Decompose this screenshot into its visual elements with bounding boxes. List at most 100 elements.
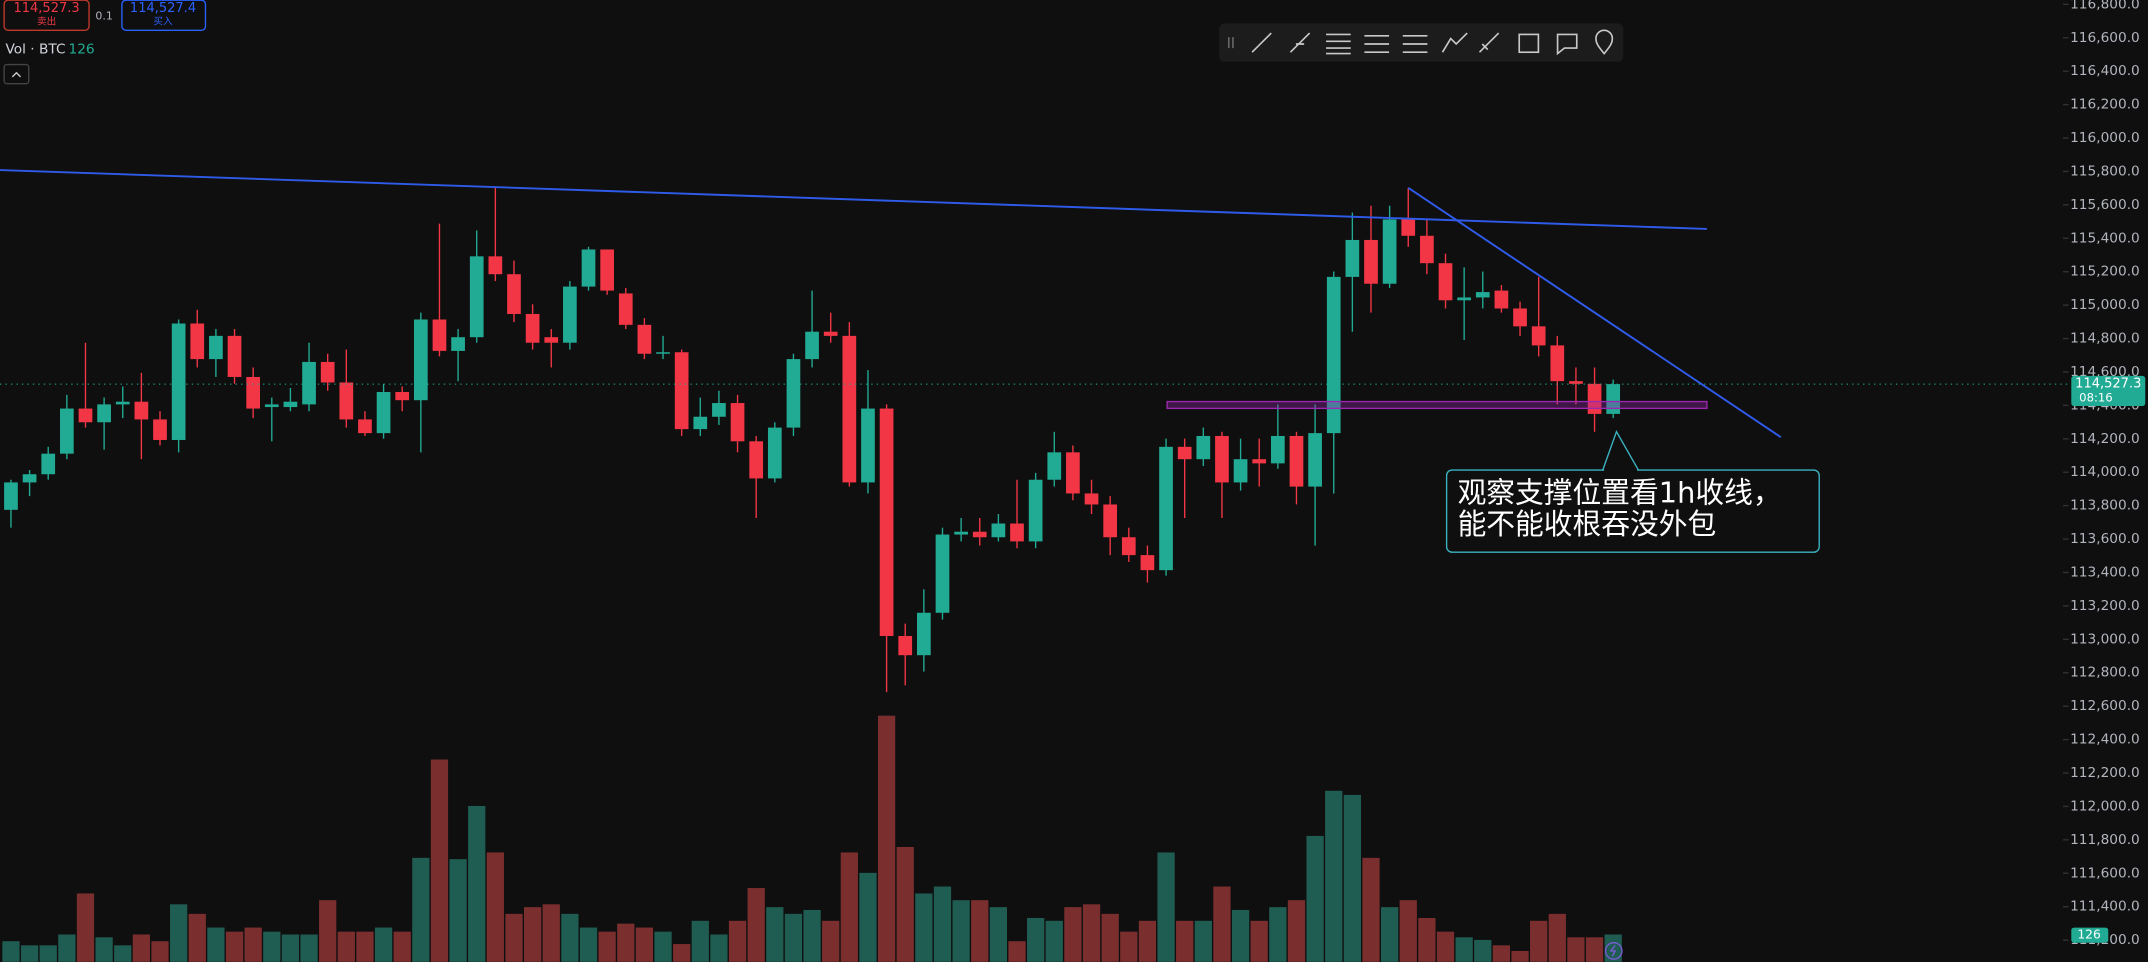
- candle-body: [712, 403, 726, 417]
- candle-body: [283, 401, 298, 408]
- volume-bar: [1567, 937, 1585, 962]
- volume-bar: [673, 944, 691, 962]
- current-price-box: [2071, 375, 2146, 407]
- candle-body: [469, 256, 484, 338]
- levels-tool[interactable]: [1402, 34, 1428, 54]
- volume-bar: [114, 945, 132, 962]
- drawing-toolbar: [1219, 23, 1624, 62]
- volume-bar: [1008, 941, 1026, 962]
- candle-body: [1177, 446, 1192, 460]
- volume-bar: [319, 900, 337, 962]
- volume-bar: [561, 913, 579, 962]
- volume-bar: [1138, 920, 1157, 962]
- candle-body: [1606, 384, 1621, 414]
- volume-bar: [39, 945, 57, 962]
- y-tick-label: 115,600.0: [2070, 197, 2140, 213]
- volume-bar: [1064, 907, 1082, 962]
- volume-bar: [840, 852, 858, 962]
- y-tick-label: 113,400.0: [2070, 564, 2140, 580]
- candle-body: [432, 319, 447, 351]
- volume-bar: [710, 934, 728, 962]
- volume-bar: [170, 904, 188, 962]
- candle-body: [227, 335, 242, 377]
- candle-body: [1569, 381, 1583, 384]
- trendline-tool[interactable]: [1251, 32, 1272, 53]
- volume-bar: [1120, 931, 1138, 962]
- candle-body: [134, 401, 149, 420]
- candle-body: [861, 408, 875, 483]
- candle-body: [991, 523, 1006, 538]
- volume-bar: [486, 852, 504, 962]
- candle-body: [78, 408, 93, 423]
- volume-bar: [859, 872, 877, 962]
- brush-tool[interactable]: [1441, 32, 1468, 53]
- text-tool[interactable]: [1556, 33, 1578, 56]
- volume-bar: [1325, 790, 1343, 962]
- trend-line[interactable]: [1407, 187, 1782, 438]
- candle-body: [656, 352, 670, 354]
- pin-tool[interactable]: [1595, 29, 1614, 55]
- volume-bar: [635, 927, 654, 962]
- y-tick-label: 113,200.0: [2070, 598, 2140, 614]
- rectangle-tool[interactable]: [1518, 33, 1540, 54]
- y-tick-label: 111,600.0: [2070, 865, 2140, 881]
- drag-handle[interactable]: [1227, 37, 1234, 49]
- candle-body: [525, 313, 540, 343]
- volume-bar: [1027, 917, 1045, 962]
- volume-bar: [337, 931, 355, 962]
- volume-bar: [244, 927, 262, 962]
- candle-body: [1084, 493, 1099, 505]
- volume-bar: [728, 920, 747, 962]
- y-tick-label: 114,000.0: [2070, 464, 2140, 480]
- volume-value-box: [2071, 927, 2109, 943]
- fib-tool[interactable]: [1364, 34, 1390, 54]
- candle-layer: [4, 187, 1621, 693]
- y-tick-label: 113,000.0: [2070, 631, 2140, 647]
- callout-pointer: [1602, 430, 1639, 471]
- candle-body: [1513, 308, 1527, 327]
- y-tick-label: 115,200.0: [2070, 264, 2140, 280]
- trend-line[interactable]: [0, 169, 1707, 230]
- volume-bar: [393, 931, 411, 962]
- candle-body: [1103, 504, 1118, 538]
- candle-body: [97, 404, 111, 423]
- candle-body: [209, 335, 223, 360]
- volume-bar: [1530, 920, 1548, 962]
- candle-body: [637, 324, 652, 354]
- candle-body: [1345, 239, 1360, 277]
- measure-tool[interactable]: [1478, 32, 1500, 53]
- y-tick-label: 115,400.0: [2070, 230, 2140, 246]
- current-price-label: 114,527.3: [2075, 377, 2141, 392]
- volume-bar: [1287, 900, 1306, 962]
- volume-bar: [1362, 857, 1380, 962]
- volume-bar: [1548, 913, 1566, 962]
- y-tick-label: 114,200.0: [2070, 431, 2140, 447]
- y-tick-label: 116,400.0: [2070, 63, 2140, 79]
- alert-icon[interactable]: [1604, 941, 1623, 960]
- volume-bar: [598, 931, 616, 962]
- sell-button[interactable]: [3, 0, 90, 31]
- volume-bar: [449, 859, 467, 962]
- alert-bolt: [1609, 944, 1617, 957]
- candle-body: [190, 323, 205, 360]
- candle-body: [1215, 435, 1229, 483]
- volume-bar: [1511, 950, 1529, 962]
- y-tick-label: 115,000.0: [2070, 297, 2140, 313]
- ray-tool[interactable]: [1289, 32, 1311, 53]
- candle-body: [1140, 555, 1155, 571]
- candle-body: [264, 404, 279, 408]
- collapse-button[interactable]: [3, 63, 30, 85]
- candle-body: [823, 331, 838, 336]
- candle-body: [1028, 479, 1043, 542]
- candle-body: [563, 286, 577, 343]
- volume-bar: [1082, 904, 1101, 962]
- volume-bar: [989, 907, 1008, 962]
- buy-button[interactable]: [121, 0, 207, 31]
- y-tick-label: 112,600.0: [2070, 698, 2140, 714]
- support-zone[interactable]: [1166, 400, 1708, 410]
- volume-bar: [1343, 794, 1361, 962]
- parallel-tool[interactable]: [1326, 33, 1351, 55]
- volume-bar: [971, 900, 989, 962]
- candle-body: [1382, 219, 1397, 284]
- candle-body: [1270, 435, 1285, 464]
